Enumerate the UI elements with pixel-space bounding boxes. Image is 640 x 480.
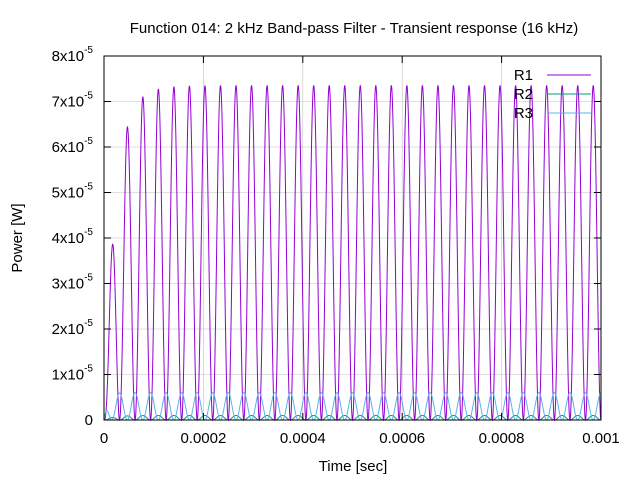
- y-tick-label: 6x10-5: [52, 136, 94, 156]
- x-tick-label: 0: [100, 430, 108, 447]
- y-tick-label: 0: [85, 412, 93, 429]
- y-tick-exponent: -5: [84, 45, 93, 56]
- y-tick-exponent: -5: [84, 364, 93, 375]
- x-tick-label: 0.0002: [180, 430, 226, 447]
- legend-label: R3: [514, 105, 533, 122]
- y-tick-mantissa: 7x10: [52, 94, 85, 111]
- y-tick-labels: 01x10-52x10-53x10-54x10-55x10-56x10-57x1…: [52, 45, 94, 429]
- legend-label: R2: [514, 86, 533, 103]
- legend-label: R1: [514, 67, 533, 84]
- y-tick-mantissa: 8x10: [52, 48, 85, 65]
- x-tick-label: 0.0004: [280, 430, 326, 447]
- x-tick-labels: 0 0.0002 0.0004 0.0006 0.0008 0.001: [100, 430, 620, 447]
- legend: R1 R2 R3: [514, 67, 591, 122]
- x-axis-label: Time [sec]: [319, 458, 388, 475]
- y-tick-exponent: -5: [84, 91, 93, 102]
- y-tick-label: 4x10-5: [52, 227, 94, 247]
- y-tick-mantissa: 3x10: [52, 276, 85, 293]
- y-tick-label: 7x10-5: [52, 91, 94, 111]
- y-tick-exponent: -5: [84, 227, 93, 238]
- y-tick-label: 3x10-5: [52, 273, 94, 293]
- y-tick-mantissa: 5x10: [52, 185, 85, 202]
- series-line-r3: [103, 392, 602, 421]
- y-tick-label: 8x10-5: [52, 45, 94, 65]
- x-tick-label: 0.0006: [379, 430, 425, 447]
- y-tick-exponent: -5: [84, 318, 93, 329]
- y-tick-mantissa: 1x10: [52, 367, 85, 384]
- y-tick-mantissa: 2x10: [52, 321, 85, 338]
- y-tick-exponent: -5: [84, 136, 93, 147]
- tick-layer: [103, 55, 602, 421]
- y-tick-mantissa: 6x10: [52, 139, 85, 156]
- x-tick-label: 0.001: [582, 430, 620, 447]
- y-tick-mantissa: 0: [85, 412, 93, 429]
- x-tick-label: 0.0008: [479, 430, 525, 447]
- y-tick-label: 2x10-5: [52, 318, 94, 338]
- chart-title: Function 014: 2 kHz Band-pass Filter - T…: [130, 20, 579, 37]
- y-tick-exponent: -5: [84, 273, 93, 284]
- y-tick-mantissa: 4x10: [52, 230, 85, 247]
- y-axis-label: Power [W]: [9, 203, 26, 272]
- y-tick-label: 1x10-5: [52, 364, 94, 384]
- y-tick-label: 5x10-5: [52, 182, 94, 202]
- y-tick-exponent: -5: [84, 182, 93, 193]
